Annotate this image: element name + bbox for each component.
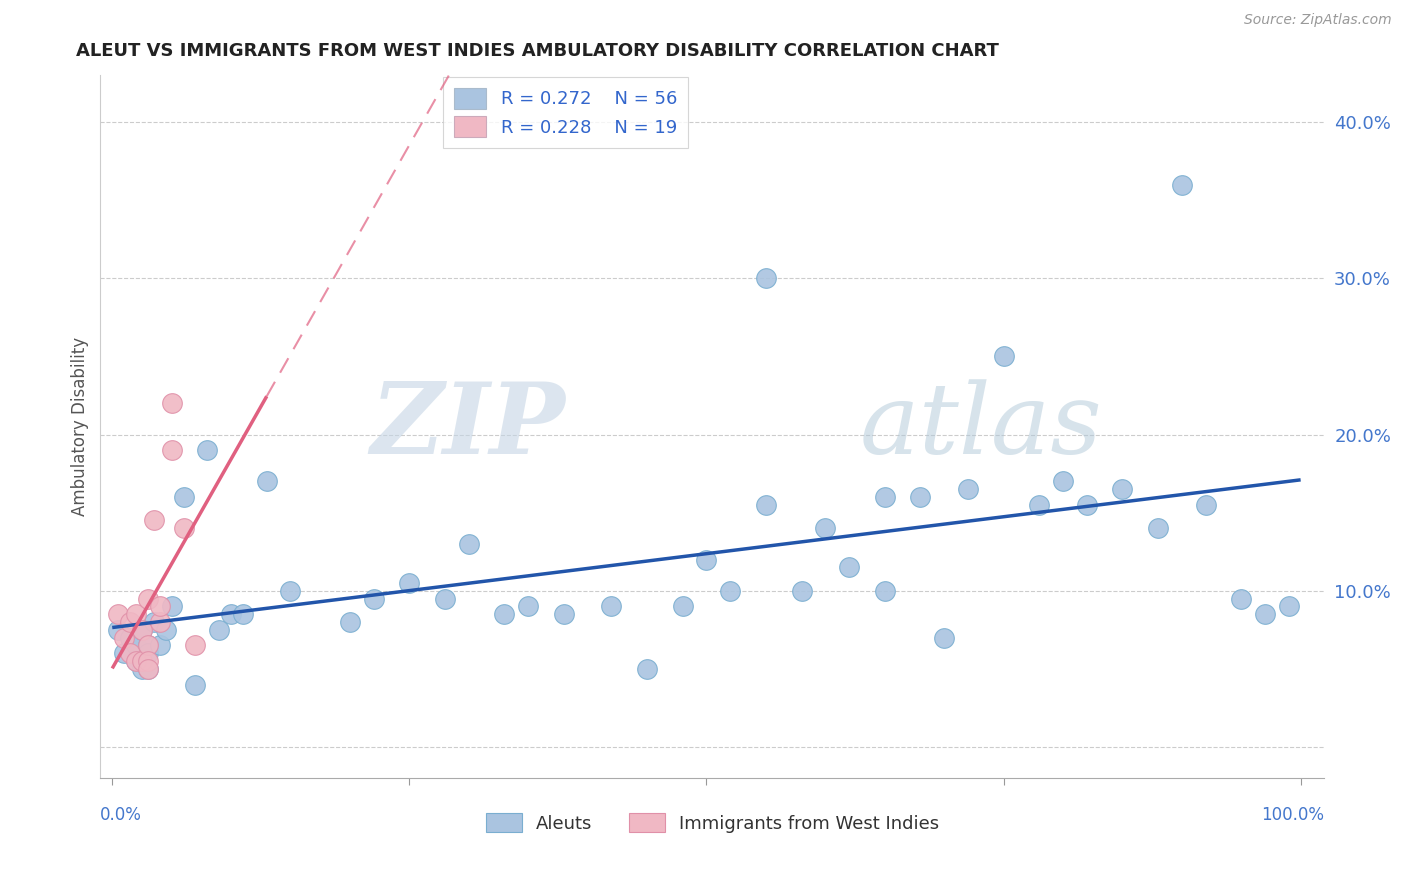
Point — [208, 623, 231, 637]
Point — [155, 623, 177, 637]
Point — [1076, 498, 1098, 512]
Point — [956, 482, 979, 496]
Point — [790, 583, 813, 598]
Point — [1278, 599, 1301, 614]
Point — [718, 583, 741, 598]
Point — [136, 591, 159, 606]
Point — [131, 623, 153, 637]
Point — [173, 521, 195, 535]
Point — [280, 583, 302, 598]
Point — [873, 583, 896, 598]
Point — [125, 639, 148, 653]
Point — [457, 537, 479, 551]
Point — [160, 599, 183, 614]
Point — [755, 271, 778, 285]
Point — [149, 599, 172, 614]
Point — [136, 662, 159, 676]
Point — [131, 662, 153, 676]
Point — [160, 443, 183, 458]
Point — [838, 560, 860, 574]
Point — [142, 513, 165, 527]
Point — [695, 552, 717, 566]
Point — [136, 646, 159, 660]
Point — [363, 591, 385, 606]
Text: ALEUT VS IMMIGRANTS FROM WEST INDIES AMBULATORY DISABILITY CORRELATION CHART: ALEUT VS IMMIGRANTS FROM WEST INDIES AMB… — [76, 42, 998, 60]
Point — [107, 607, 129, 622]
Point — [131, 623, 153, 637]
Point — [932, 631, 955, 645]
Point — [553, 607, 575, 622]
Point — [112, 631, 135, 645]
Point — [131, 654, 153, 668]
Point — [1171, 178, 1194, 192]
Point — [339, 615, 361, 629]
Point — [755, 498, 778, 512]
Text: Source: ZipAtlas.com: Source: ZipAtlas.com — [1244, 13, 1392, 28]
Point — [136, 639, 159, 653]
Point — [142, 615, 165, 629]
Point — [136, 654, 159, 668]
Point — [873, 490, 896, 504]
Point — [120, 631, 142, 645]
Point — [1028, 498, 1050, 512]
Text: atlas: atlas — [859, 379, 1102, 475]
Point — [1147, 521, 1170, 535]
Point — [120, 646, 142, 660]
Point — [219, 607, 242, 622]
Point — [517, 599, 540, 614]
Legend: R = 0.272    N = 56, R = 0.228    N = 19: R = 0.272 N = 56, R = 0.228 N = 19 — [443, 78, 688, 148]
Point — [232, 607, 254, 622]
Point — [433, 591, 456, 606]
Point — [184, 677, 207, 691]
Point — [149, 615, 172, 629]
Point — [1111, 482, 1133, 496]
Point — [993, 350, 1015, 364]
Point — [149, 639, 172, 653]
Point — [1194, 498, 1216, 512]
Point — [125, 654, 148, 668]
Y-axis label: Ambulatory Disability: Ambulatory Disability — [72, 337, 89, 516]
Point — [120, 615, 142, 629]
Point — [184, 639, 207, 653]
Point — [600, 599, 623, 614]
Point — [160, 396, 183, 410]
Point — [112, 646, 135, 660]
Point — [672, 599, 695, 614]
Point — [1230, 591, 1253, 606]
Point — [636, 662, 658, 676]
Point — [195, 443, 218, 458]
Point — [910, 490, 932, 504]
Point — [125, 607, 148, 622]
Point — [136, 662, 159, 676]
Point — [173, 490, 195, 504]
Text: ZIP: ZIP — [371, 378, 565, 475]
Text: 0.0%: 0.0% — [100, 806, 142, 824]
Text: 100.0%: 100.0% — [1261, 806, 1324, 824]
Point — [256, 475, 278, 489]
Point — [494, 607, 516, 622]
Point — [398, 576, 420, 591]
Point — [1254, 607, 1277, 622]
Point — [125, 654, 148, 668]
Point — [814, 521, 837, 535]
Point — [136, 639, 159, 653]
Point — [1052, 475, 1074, 489]
Point — [107, 623, 129, 637]
